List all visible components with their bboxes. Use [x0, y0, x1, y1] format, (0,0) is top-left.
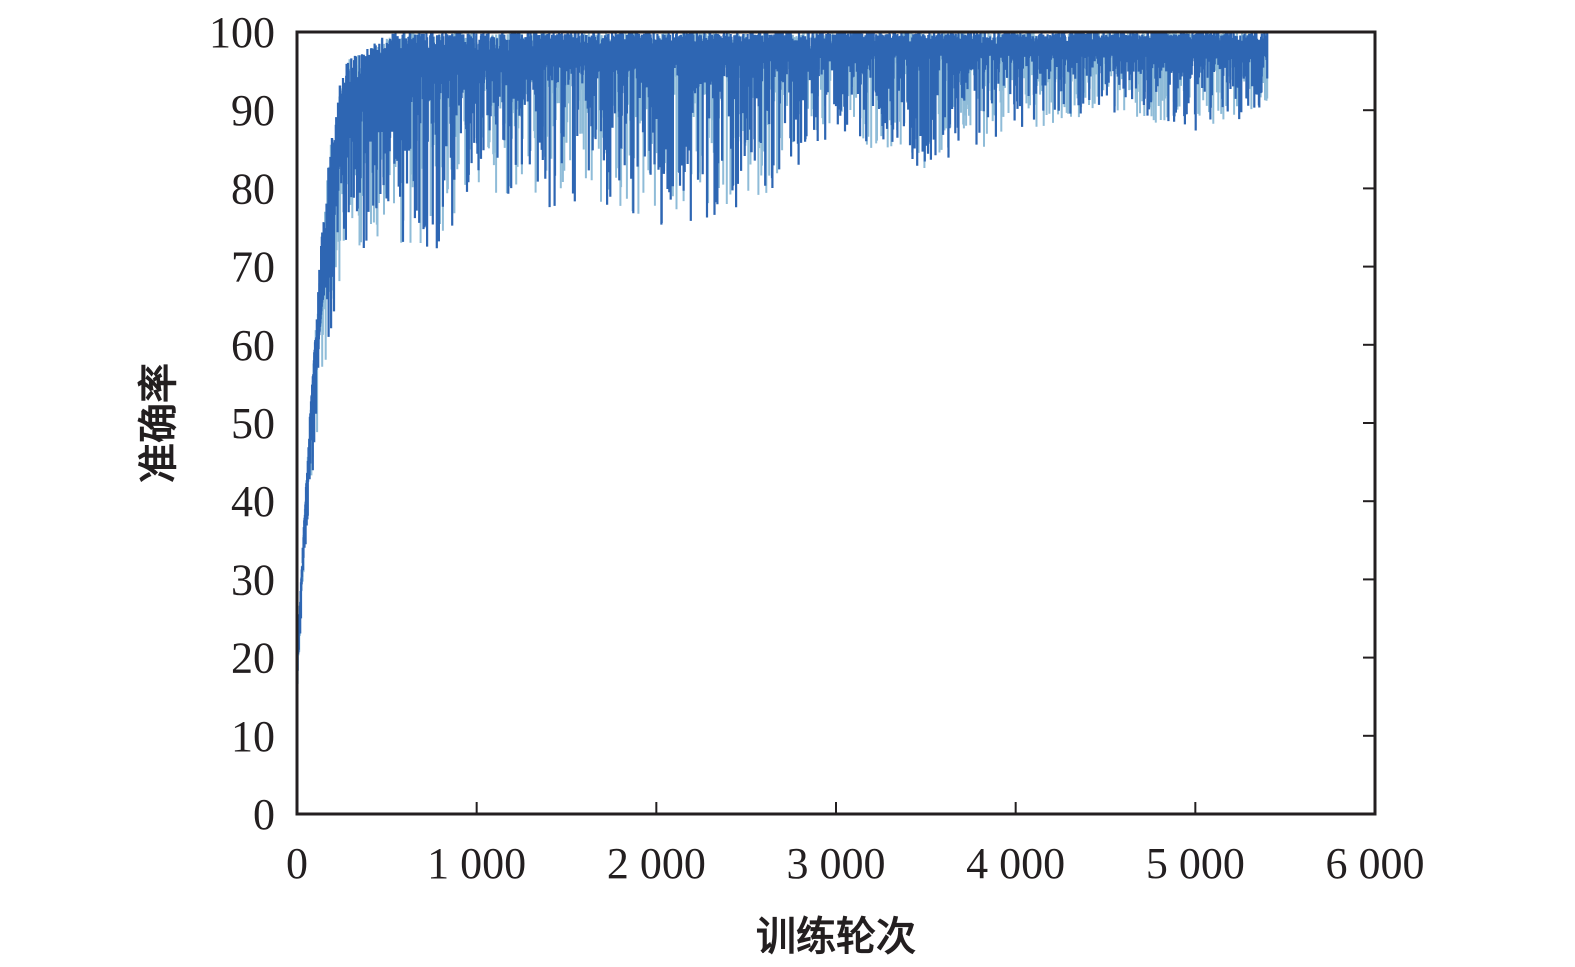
tick-labels-layer: 0 1 000 2 000 3 000 4 000 5 000 6 000 0 10 20 30 40…: [209, 8, 1425, 888]
series-layer: [295, 32, 1269, 684]
x-tick-label: 4 000: [966, 839, 1065, 888]
y-tick-label: 10: [231, 712, 275, 761]
x-tick-label: 6 000: [1326, 839, 1425, 888]
y-tick-label: 90: [231, 86, 275, 135]
y-tick-label: 40: [231, 477, 275, 526]
y-tick-label: 20: [231, 634, 275, 683]
y-tick-label: 30: [231, 555, 275, 604]
x-tick-label: 5 000: [1146, 839, 1245, 888]
y-tick-label: 70: [231, 243, 275, 292]
y-axis-title: 准确率: [136, 363, 182, 483]
y-tick-label: 0: [253, 790, 275, 839]
x-axis-title: 训练轮次: [756, 914, 916, 960]
x-tick-label: 2 000: [607, 839, 706, 888]
y-tick-label: 80: [231, 164, 275, 213]
y-tick-label: 60: [231, 321, 275, 370]
x-tick-label: 1 000: [427, 839, 526, 888]
y-tick-label: 100: [209, 8, 275, 57]
y-tick-label: 50: [231, 399, 275, 448]
x-tick-label: 3 000: [787, 839, 886, 888]
x-tick-label: 0: [286, 839, 308, 888]
ticks-layer: [475, 109, 1375, 814]
